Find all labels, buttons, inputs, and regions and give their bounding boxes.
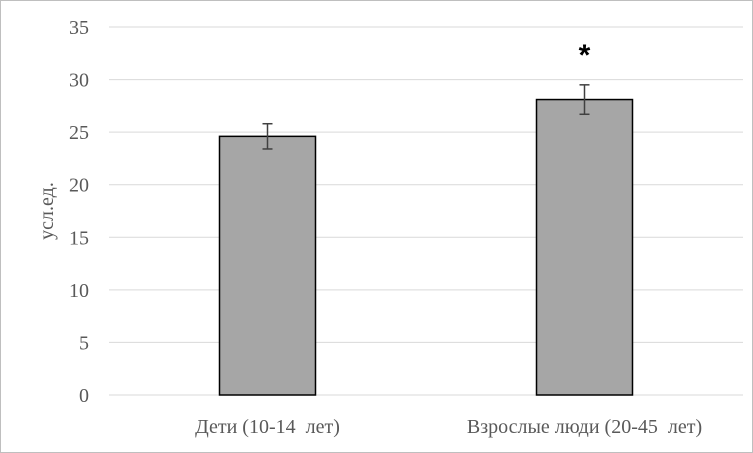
annotations: * — [579, 39, 591, 72]
y-tick-label: 30 — [69, 70, 89, 92]
significance-marker: * — [579, 39, 591, 72]
y-tick-label: 25 — [69, 122, 89, 144]
bar — [218, 135, 317, 396]
bars — [218, 98, 634, 396]
y-tick-label: 0 — [79, 385, 89, 407]
y-tick-label: 10 — [69, 280, 89, 302]
y-tick-label: 35 — [69, 17, 89, 39]
error-bars — [262, 84, 590, 150]
x-category-label: Дети (10-14 лет) — [195, 416, 340, 438]
gridlines — [109, 26, 743, 396]
y-axis-ticks: 0 5 10 15 20 25 30 35 — [69, 17, 89, 407]
y-tick-label: 20 — [69, 175, 89, 197]
y-tick-label: 5 — [79, 332, 89, 354]
x-axis-categories: Дети (10-14 лет) Взрослые люди (20-45 лет… — [195, 416, 702, 438]
x-category-label: Взрослые люди (20-45 лет) — [467, 416, 702, 438]
y-tick-label: 15 — [69, 227, 89, 249]
bar — [535, 98, 634, 396]
y-axis-title: усл.ед. — [36, 182, 58, 240]
